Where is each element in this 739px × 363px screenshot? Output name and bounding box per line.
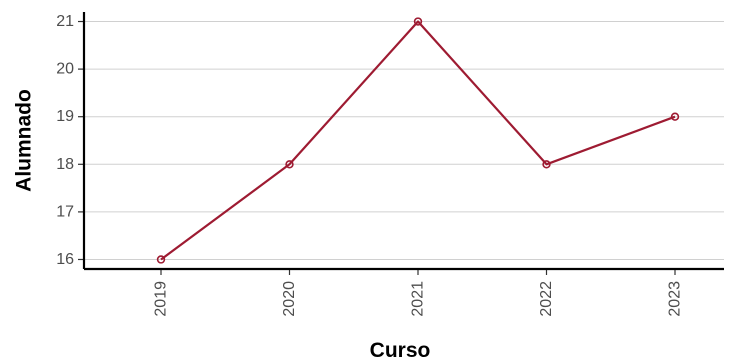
x-tick-label: 2023 <box>667 281 684 317</box>
data-point-2023 <box>670 112 680 121</box>
y-tick-label: 18 <box>56 156 74 173</box>
y-tick-label: 21 <box>56 13 74 30</box>
grid-lines <box>84 21 724 260</box>
x-tick-label: 2019 <box>153 281 170 317</box>
data-point-2022 <box>542 160 551 169</box>
data-point-2019 <box>156 255 166 264</box>
y-tick-label: 19 <box>56 108 74 125</box>
series-group <box>156 17 680 264</box>
x-axis-ticks: 2019 2020 2021 2022 2023 <box>153 269 684 317</box>
y-axis-ticks: 16 17 18 19 20 21 <box>56 13 84 268</box>
series-line <box>160 20 676 261</box>
y-tick-label: 16 <box>56 251 74 268</box>
data-point-2020 <box>285 160 294 169</box>
x-tick-label: 2022 <box>538 281 555 317</box>
y-axis-title: Alumnado <box>13 89 36 192</box>
x-tick-label: 2021 <box>410 281 427 317</box>
x-axis-title: Curso <box>370 339 431 362</box>
data-point-2021 <box>413 17 423 26</box>
x-tick-label: 2020 <box>281 281 298 317</box>
y-tick-label: 20 <box>56 61 74 78</box>
y-tick-label: 17 <box>56 203 74 220</box>
